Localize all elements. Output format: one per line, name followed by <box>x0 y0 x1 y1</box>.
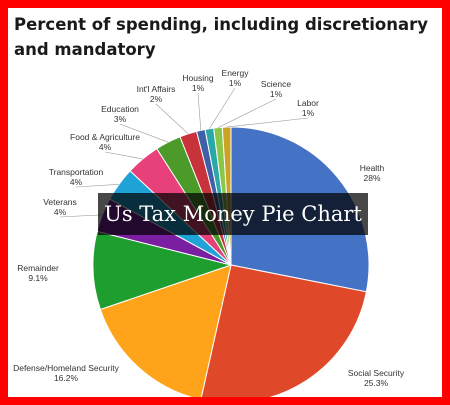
leader-lines <box>59 87 309 218</box>
leader-line <box>155 103 189 135</box>
overlay-banner: Us Tax Money Pie Chart <box>98 193 368 235</box>
slice-label: Social Security 25.3% <box>348 368 405 388</box>
slice-social-security <box>200 264 367 397</box>
slice-label: Remainder 9.1% <box>17 263 59 283</box>
leader-line <box>197 92 202 131</box>
slice-label: Science 1% <box>261 79 292 99</box>
slice-label: Education 3% <box>101 104 139 124</box>
slice-label: Labor 1% <box>297 98 319 118</box>
slice-label: Housing 1% <box>182 73 213 93</box>
leader-line <box>226 117 309 128</box>
slice-label: Int'l Affairs 2% <box>137 84 176 104</box>
slice-label: Food & Agriculture 4% <box>70 132 140 152</box>
slice-remainder <box>92 230 233 311</box>
slice-label: Energy 1% <box>222 68 250 88</box>
leader-line <box>104 151 143 160</box>
slice-label: Veterans 4% <box>43 197 77 217</box>
leader-line <box>75 184 120 188</box>
slice-label: Transportation 4% <box>49 167 104 187</box>
slice-defense-homeland-security <box>99 264 232 397</box>
slice-label: Defense/Homeland Security 16.2% <box>13 363 120 383</box>
leader-line <box>209 87 236 129</box>
leader-line <box>119 123 169 143</box>
leader-line <box>59 214 103 218</box>
slice-label: Health 28% <box>360 163 385 183</box>
pie-slices <box>92 126 370 397</box>
leader-line <box>217 98 277 128</box>
chart-title: Percent of spending, including discretio… <box>14 15 429 59</box>
slice-labels: Health 28% Social Security 25.3% Defense/Hom… <box>13 68 405 388</box>
